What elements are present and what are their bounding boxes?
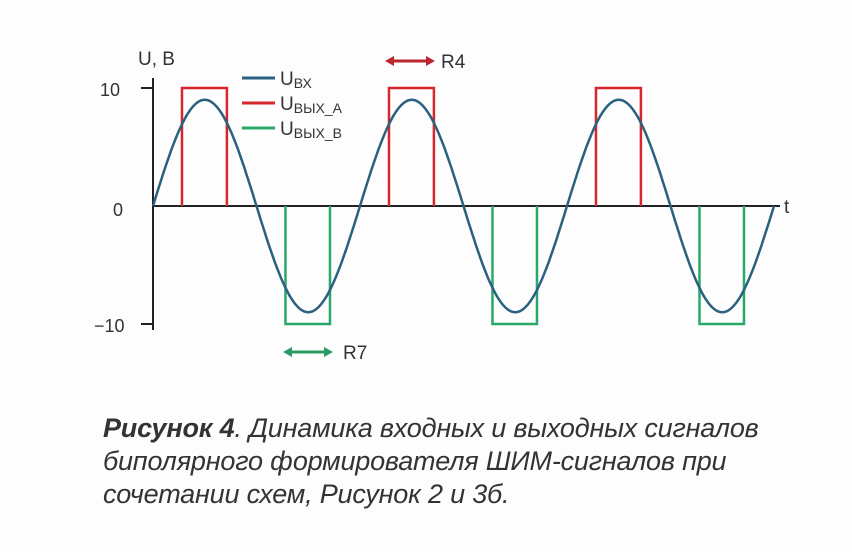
r4-label: R4	[441, 52, 466, 73]
r7-arrowhead-right	[324, 347, 333, 357]
pulse-b	[491, 206, 539, 326]
r7-label: R7	[343, 343, 367, 364]
input-sine-line	[151, 98, 776, 314]
y-tick-label-0: 0	[113, 200, 123, 220]
caption-text: . Динамика входных и выходных сигналов б…	[103, 413, 759, 509]
r4-arrowhead-right	[426, 56, 435, 66]
y-axis-label: U, В	[138, 49, 175, 70]
pulse-a	[594, 86, 643, 206]
legend: UВХ UВЫХ_А UВЫХ_В	[242, 69, 343, 141]
annotations: R4 R7	[283, 52, 466, 364]
waveform-diagram: U, В t 10 0 −10 UВХ UВЫХ_А UВЫХ_В R4 R7	[94, 49, 790, 364]
legend-subscript: ВЫХ_В	[294, 125, 342, 141]
pulse-a	[387, 86, 436, 206]
legend-subscript: ВХ	[294, 75, 313, 91]
legend-label: UВЫХ_А	[280, 94, 343, 116]
marks	[151, 86, 776, 326]
legend-subscript: ВЫХ_А	[294, 100, 343, 116]
r4-arrowhead-left	[385, 56, 394, 66]
pulse-a	[180, 86, 229, 206]
y-tick-label-10: 10	[100, 80, 120, 100]
pulse-b	[284, 206, 332, 326]
y-tick-label-minus-10: −10	[94, 316, 125, 336]
legend-label: UВХ	[280, 69, 312, 91]
r7-arrowhead-left	[283, 347, 292, 357]
figure-caption: Рисунок 4. Динамика входных и выходных с…	[103, 412, 793, 511]
caption-label: Рисунок 4	[103, 413, 235, 443]
pulse-b	[698, 206, 746, 326]
x-axis-label: t	[784, 197, 790, 218]
legend-label: UВЫХ_В	[280, 119, 342, 141]
axes	[141, 78, 780, 330]
